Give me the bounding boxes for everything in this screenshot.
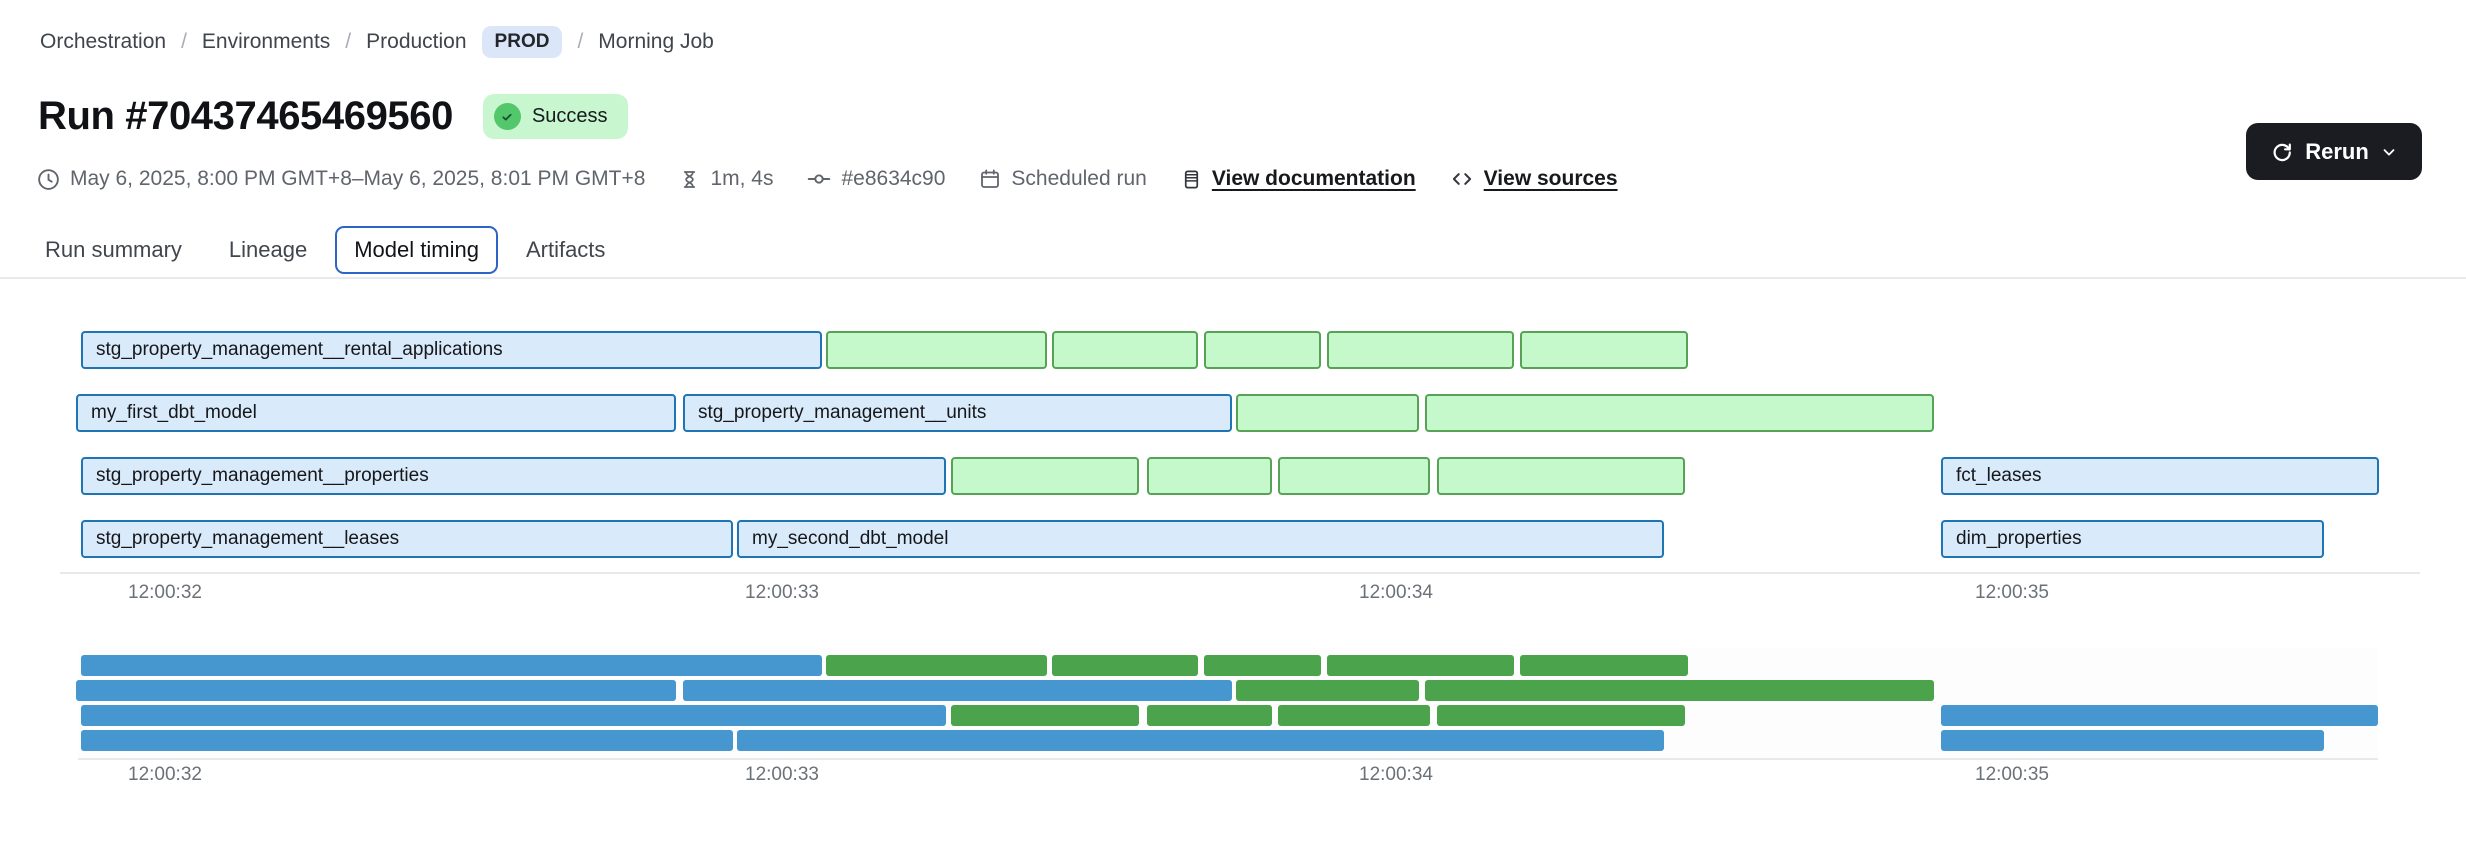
time-tick-label: 12:00:35 [1975,582,2049,603]
breadcrumb-separator: / [577,30,584,53]
model-bar[interactable] [826,331,1047,369]
minimap-bar [81,705,946,726]
status-badge: Success [482,94,628,139]
breadcrumb: Orchestration / Environments / Productio… [40,26,714,58]
time-tick-label: 12:00:32 [128,582,202,603]
model-bar-label: stg_property_management__rental_applicat… [96,339,503,360]
minimap-bar [76,680,676,701]
minimap-bar [1278,705,1430,726]
minimap-bar [1941,705,2378,726]
minimap-bar [683,680,1232,701]
minimap-bar [81,730,733,751]
tab-model-timing[interactable]: Model timing [335,226,498,274]
time-tick-label: 12:00:33 [745,764,819,785]
model-bar[interactable] [1327,331,1514,369]
minimap-bar [1147,705,1272,726]
model-bar[interactable] [1204,331,1321,369]
minimap-bar [1941,730,2324,751]
model-bar-label: fct_leases [1956,465,2042,486]
model-bar[interactable] [951,457,1139,495]
minimap-bar [1236,680,1419,701]
model-bar-fct_leases[interactable]: fct_leases [1941,457,2379,495]
run-duration: 1m, 4s [678,167,773,192]
commit-hash: #e8634c90 [806,166,945,192]
model-bar-stg_property_management__leases[interactable]: stg_property_management__leases [81,520,733,558]
clock-icon [38,168,59,190]
model-bar-label: my_first_dbt_model [91,402,257,423]
model-bar-label: stg_property_management__leases [96,528,400,549]
chevron-down-icon [2383,148,2395,156]
model-bar-my_first_dbt_model[interactable]: my_first_dbt_model [76,394,676,432]
refresh-icon [2273,143,2292,161]
minimap-bar [81,655,822,676]
model-bar[interactable] [1425,394,1934,432]
tab-artifacts[interactable]: Artifacts [525,237,606,262]
model-bar-stg_property_management__properties[interactable]: stg_property_management__properties [81,457,946,495]
breadcrumb-separator: / [181,30,187,53]
model-bar-label: stg_property_management__units [698,402,987,423]
tab-run-summary[interactable]: Run summary [45,237,182,262]
time-tick-label: 12:00:34 [1359,582,1433,603]
prod-environment-badge: PROD [481,26,563,58]
model-bar-label: my_second_dbt_model [752,528,949,549]
run-tabs: Run summary Lineage Model timing Artifac… [26,226,624,274]
rerun-button[interactable]: Rerun [2246,123,2422,180]
documentation-icon [1184,169,1198,189]
model-bar[interactable] [1520,331,1688,369]
breadcrumb-environments[interactable]: Environments [201,30,331,53]
hourglass-icon [684,170,696,188]
breadcrumb-morning-job: Morning Job [598,30,714,53]
minimap-bar [737,730,1664,751]
calendar-icon [981,169,1000,188]
run-time-range: May 6, 2025, 8:00 PM GMT+8–May 6, 2025, … [36,167,645,192]
time-tick-label: 12:00:33 [745,582,819,603]
model-bar-stg_property_management__units[interactable]: stg_property_management__units [683,394,1232,432]
trigger-type: Scheduled run [978,167,1147,191]
model-bar[interactable] [1437,457,1685,495]
tab-lineage[interactable]: Lineage [228,237,308,262]
model-bar[interactable] [1278,457,1430,495]
view-documentation-link[interactable]: View documentation [1180,167,1416,192]
model-bar-label: stg_property_management__properties [96,465,429,486]
model-bar[interactable] [1236,394,1419,432]
minimap-bar [1204,655,1321,676]
minimap-bar [1425,680,1934,701]
model-bar[interactable] [1052,331,1198,369]
chart-axis-line [60,572,2420,574]
tabs-divider [0,277,2466,279]
minimap-bar [1052,655,1198,676]
time-tick-label: 12:00:35 [1975,764,2049,785]
minimap-bar [1520,655,1688,676]
model-bar-my_second_dbt_model[interactable]: my_second_dbt_model [737,520,1664,558]
minimap-bar [951,705,1139,726]
time-tick-label: 12:00:34 [1359,764,1433,785]
status-label: Success [531,105,608,127]
view-sources-link[interactable]: View sources [1449,166,1618,192]
run-header: Run #70437465469560 Success [38,94,628,139]
breadcrumb-separator: / [345,30,352,53]
model-bar-label: dim_properties [1956,528,2082,549]
breadcrumb-orchestration[interactable]: Orchestration [40,30,167,53]
run-meta-row: May 6, 2025, 8:00 PM GMT+8–May 6, 2025, … [36,166,1618,192]
breadcrumb-production[interactable]: Production [366,30,467,53]
success-check-icon [493,103,521,130]
minimap-bar [1327,655,1514,676]
minimap-bar [1437,705,1685,726]
model-bar[interactable] [1147,457,1272,495]
rerun-label: Rerun [2305,138,2369,164]
minimap-bar [826,655,1047,676]
model-bar-stg_property_management__rental_applications[interactable]: stg_property_management__rental_applicat… [81,331,822,369]
commit-icon [808,174,831,184]
model-bar-dim_properties[interactable]: dim_properties [1941,520,2324,558]
time-tick-label: 12:00:32 [128,764,202,785]
code-icon [1452,173,1471,185]
page-title: Run #70437465469560 [38,94,453,138]
